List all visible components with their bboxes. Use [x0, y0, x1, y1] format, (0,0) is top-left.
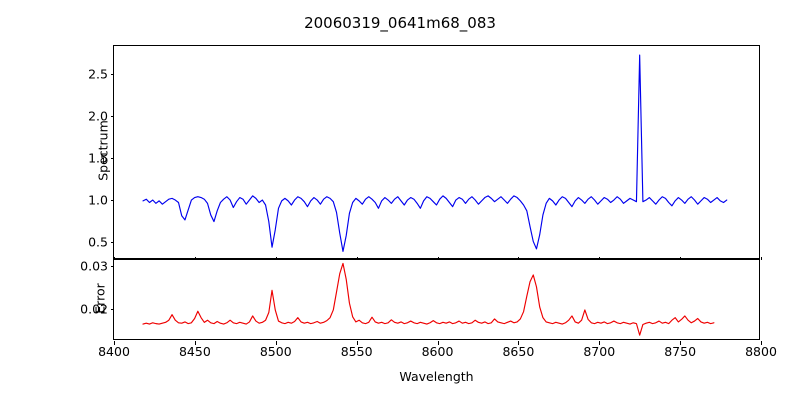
x-tick-label: 8600: [421, 344, 454, 359]
x-tick-mark: [194, 256, 196, 260]
x-tick-mark: [599, 256, 601, 260]
error-y-tick-mark: [110, 309, 114, 311]
spectrum-y-tick-mark: [110, 74, 114, 76]
x-tick-mark: [437, 256, 439, 260]
x-tick-mark: [275, 341, 277, 345]
x-tick-mark: [437, 341, 439, 345]
spectrum-y-tick-label: 2.5: [88, 66, 108, 82]
x-tick-mark: [599, 341, 601, 345]
x-tick-mark: [761, 256, 762, 260]
error-y-tick-label: 0.03: [80, 258, 108, 274]
x-axis-label: Wavelength: [399, 369, 474, 384]
x-tick-mark: [518, 341, 520, 345]
x-tick-mark: [680, 341, 682, 345]
x-tick-label: 8800: [745, 344, 777, 359]
x-tick-label: 8400: [98, 344, 130, 359]
x-tick-label: 8550: [340, 344, 373, 359]
x-tick-label: 8750: [664, 344, 697, 359]
spectrum-plot-area: [114, 46, 759, 258]
error-plot-area: [114, 260, 759, 339]
error-axes: Error 0.02 0.03 8400 8450 8500 8550 8600 8650 87…: [80, 258, 777, 359]
x-tick-mark: [194, 341, 196, 345]
x-tick-mark: [356, 341, 358, 345]
x-tick-mark: [761, 341, 762, 345]
spectrum-axes: Spectrum 0.5 1.0 1.5 2.0 2.5: [88, 45, 762, 260]
x-tick-mark: [680, 256, 682, 260]
spectrum-y-tick-mark: [110, 199, 114, 201]
spectrum-y-tick-label: 1.0: [88, 192, 108, 208]
spectrum-y-tick-label: 0.5: [88, 234, 108, 250]
error-y-tick-mark: [110, 265, 114, 267]
x-tick-mark: [114, 256, 115, 260]
figure-title: 20060319_0641m68_083: [304, 14, 496, 32]
spectrum-y-tick-mark: [110, 241, 114, 243]
x-tick-mark: [114, 341, 115, 345]
x-tick-mark: [356, 256, 358, 260]
error-data-line: [143, 263, 714, 335]
x-tick-mark: [275, 256, 277, 260]
x-tick-label: 8650: [502, 344, 535, 359]
spectrum-y-tick-mark: [110, 116, 114, 118]
x-tick-mark: [518, 256, 520, 260]
error-y-tick-label: 0.02: [80, 301, 108, 317]
x-tick-label: 8700: [583, 344, 616, 359]
x-tick-label: 8450: [178, 344, 211, 359]
x-tick-label: 8500: [259, 344, 292, 359]
spectrum-data-line: [143, 55, 727, 251]
spectrum-y-tick-label: 2.0: [88, 108, 108, 124]
spectrum-y-tick-mark: [110, 158, 114, 160]
spectrum-y-tick-label: 1.5: [88, 150, 108, 166]
